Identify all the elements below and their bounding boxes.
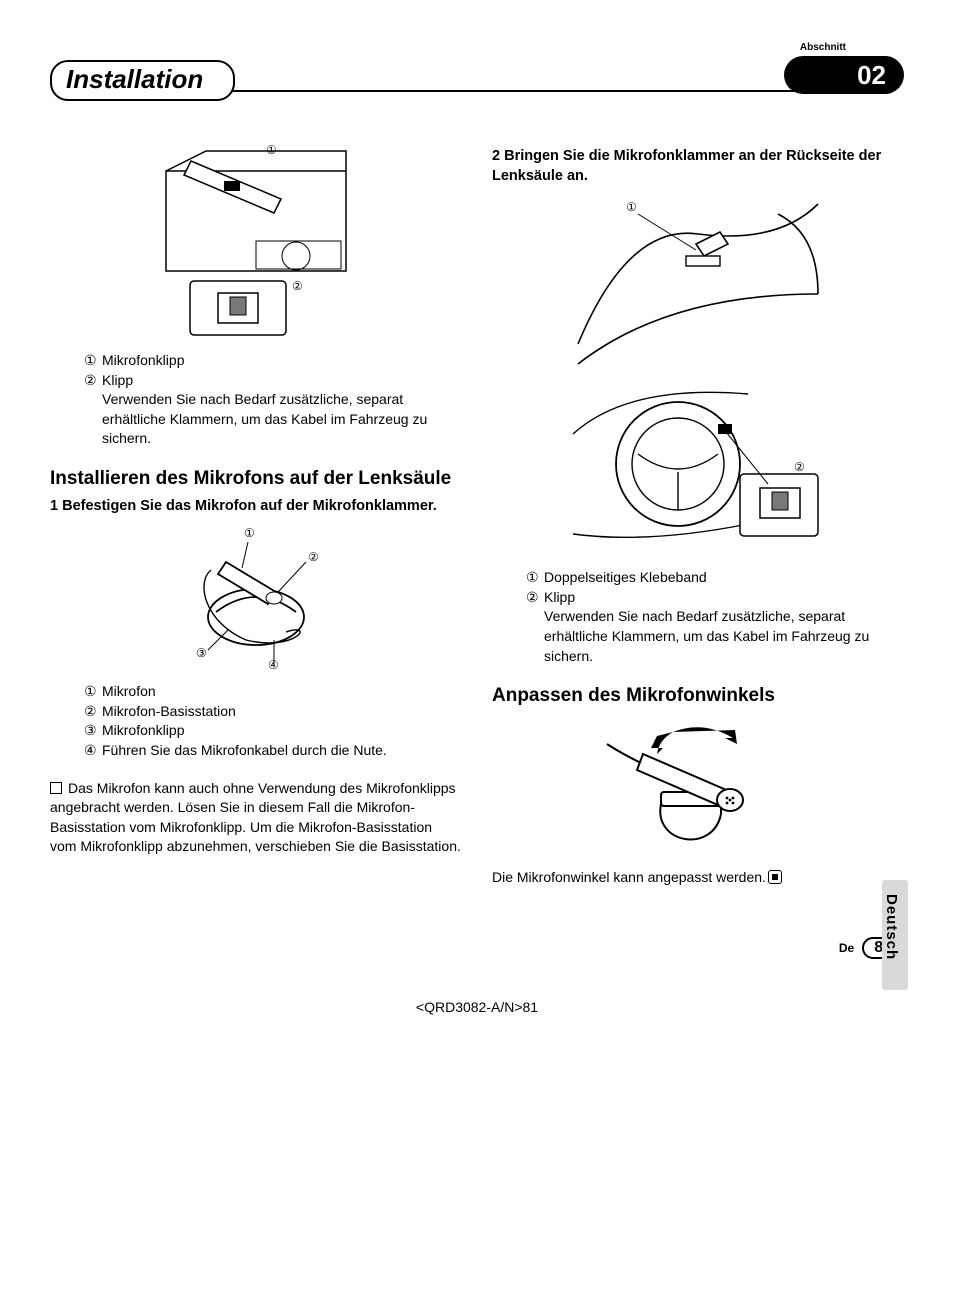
legend-list-2: ① Mikrofon ② Mikrofon-Basisstation ③ Mik… (50, 682, 462, 760)
circle-number-icon: ② (84, 702, 102, 722)
list-item-label: Mikrofonklipp (102, 721, 462, 741)
list-item: ② Klipp (84, 371, 462, 391)
list-item: ② Mikrofon-Basisstation (84, 702, 462, 722)
footer: De 81 (50, 937, 904, 959)
right-column: 2 Bringen Sie die Mikrofonklammer an der… (492, 141, 904, 897)
list-item-label: Doppelseitiges Klebeband (544, 568, 904, 588)
end-section-icon (768, 870, 782, 884)
step-2-heading: 2 Bringen Sie die Mikrofonklammer an der… (492, 147, 904, 186)
columns: ① ② ① Mikrofonklipp ② Klipp Verwenden Si… (50, 141, 904, 897)
subhead-install-steering: Installieren des Mikrofons auf der Lenks… (50, 467, 462, 491)
circle-number-icon: ② (526, 588, 544, 608)
list-item: Verwenden Sie nach Bedarf zusätzliche, s… (526, 607, 904, 666)
list-item: ① Mikrofon (84, 682, 462, 702)
page-title: Installation (50, 60, 235, 101)
list-item: ① Mikrofonklipp (84, 351, 462, 371)
figure-label-1: ① (244, 526, 255, 540)
angle-icon (603, 714, 793, 864)
list-item-continuation: Verwenden Sie nach Bedarf zusätzliche, s… (544, 607, 904, 666)
header-row: Abschnitt 02 Installation (50, 60, 904, 101)
circle-number-icon: ① (84, 351, 102, 371)
final-text: Die Mikrofonwinkel kann angepasst werden… (492, 869, 766, 885)
footer-lang-code: De (839, 941, 854, 955)
figure-label-3: ③ (196, 646, 207, 660)
final-paragraph: Die Mikrofonwinkel kann angepasst werden… (492, 868, 904, 888)
steering-tape-icon (568, 194, 828, 374)
section-number-pill: 02 (784, 56, 904, 94)
legend-list-1: ① Mikrofonklipp ② Klipp Verwenden Sie na… (50, 351, 462, 449)
list-item: ④ Führen Sie das Mikrofonkabel durch die… (84, 741, 462, 761)
list-item-label: Mikrofon (102, 682, 462, 702)
list-item-label: Klipp (544, 588, 904, 608)
section-number: 02 (857, 60, 886, 91)
figure-label-2: ② (794, 460, 805, 474)
figure-label-4: ④ (268, 658, 279, 672)
figure-mic-clamp: ① ② ③ ④ (156, 522, 356, 672)
legend-list-3: ① Doppelseitiges Klebeband ② Klipp Verwe… (492, 568, 904, 666)
title-rule (220, 90, 844, 92)
list-item-label: Klipp (102, 371, 462, 391)
sunvisor-icon (146, 141, 366, 341)
list-item-label: Führen Sie das Mikrofonkabel durch die N… (102, 741, 462, 761)
list-item: ② Klipp (526, 588, 904, 608)
bullet-icon (50, 782, 62, 794)
figure-angle (603, 714, 793, 864)
doc-code: <QRD3082-A/N>81 (50, 999, 904, 1015)
figure-label-2: ② (308, 550, 319, 564)
figure-steering-tape: ① (568, 194, 828, 374)
figure-label-1: ① (266, 143, 277, 157)
figure-steering-clip: ② (568, 374, 828, 564)
note-paragraph: Das Mikrofon kann auch ohne Verwendung d… (50, 779, 462, 857)
page: Abschnitt 02 Installation (50, 60, 904, 1015)
mic-clamp-icon (156, 522, 356, 672)
left-column: ① ② ① Mikrofonklipp ② Klipp Verwenden Si… (50, 141, 462, 897)
circle-number-icon: ② (84, 371, 102, 391)
circle-number-icon: ③ (84, 721, 102, 741)
figure-label-2: ② (292, 279, 303, 293)
figure-sunvisor: ① ② (146, 141, 366, 341)
spacer (526, 607, 544, 666)
list-item-label: Mikrofonklipp (102, 351, 462, 371)
list-item-continuation: Verwenden Sie nach Bedarf zusätzliche, s… (102, 390, 462, 449)
note-text: Das Mikrofon kann auch ohne Verwendung d… (50, 780, 461, 855)
spacer (84, 390, 102, 449)
steering-clip-icon (568, 374, 828, 564)
list-item-label: Mikrofon-Basisstation (102, 702, 462, 722)
step-1-heading: 1 Befestigen Sie das Mikrofon auf der Mi… (50, 497, 462, 517)
abschnitt-label: Abschnitt (800, 42, 846, 53)
circle-number-icon: ① (84, 682, 102, 702)
circle-number-icon: ④ (84, 741, 102, 761)
list-item: ① Doppelseitiges Klebeband (526, 568, 904, 588)
list-item: Verwenden Sie nach Bedarf zusätzliche, s… (84, 390, 462, 449)
language-label: Deutsch (883, 894, 900, 960)
list-item: ③ Mikrofonklipp (84, 721, 462, 741)
subhead-adjust-angle: Anpassen des Mikrofonwinkels (492, 684, 904, 708)
circle-number-icon: ① (526, 568, 544, 588)
figure-label-1: ① (626, 200, 637, 214)
